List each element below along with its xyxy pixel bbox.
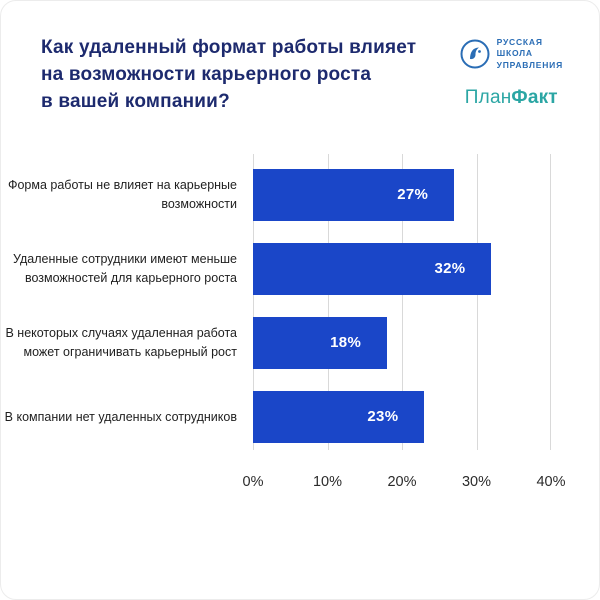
bar-track: 32%: [253, 242, 551, 295]
bar-track: 23%: [253, 390, 551, 443]
gridline: [550, 153, 551, 450]
header: Как удаленный формат работы влияет на во…: [1, 1, 599, 116]
bar-value-label: 23%: [367, 408, 399, 426]
rsu-logo: РУССКАЯ ШКОЛА УПРАВЛЕНИЯ: [460, 37, 563, 71]
rsu-logo-icon: [460, 39, 490, 69]
x-axis: 0% 10% 20% 30% 40%: [243, 464, 566, 494]
bar-row: Форма работы не влияет на карьерные возм…: [1, 168, 599, 221]
bar-row: В компании нет удаленных сотрудников 23%: [1, 390, 599, 443]
category-label: В некоторых случаях удаленная работа мож…: [5, 326, 237, 359]
x-tick: 40%: [536, 473, 566, 490]
x-tick: 30%: [461, 473, 492, 490]
logos: РУССКАЯ ШКОЛА УПРАВЛЕНИЯ ПланФакт: [460, 35, 563, 109]
bar-value-label: 27%: [397, 186, 429, 204]
bar-row: Удаленные сотрудники имеют меньше возмож…: [1, 242, 599, 295]
bar-chart: Форма работы не влияет на карьерные возм…: [1, 153, 599, 494]
bar-value-label: 18%: [330, 334, 362, 352]
bar-track: 27%: [253, 168, 551, 221]
bar-track: 18%: [253, 316, 551, 369]
category-label: Удаленные сотрудники имеют меньше возмож…: [13, 252, 237, 285]
planfact-logo-part1: План: [464, 87, 512, 109]
rsu-logo-text: РУССКАЯ ШКОЛА УПРАВЛЕНИЯ: [496, 37, 563, 70]
bar: 23%: [253, 390, 425, 443]
gridline: [476, 153, 478, 450]
x-tick: 0%: [242, 473, 264, 490]
gridline: [253, 153, 254, 450]
bar: 27%: [253, 168, 455, 221]
chart-rows: Форма работы не влияет на карьерные возм…: [1, 154, 599, 443]
page-title: Как удаленный формат работы влияет на во…: [41, 37, 417, 112]
bar: 32%: [253, 242, 492, 295]
category-label: Форма работы не влияет на карьерные возм…: [7, 178, 237, 211]
x-tick: 20%: [387, 473, 417, 490]
planfact-logo: ПланФакт: [465, 87, 558, 109]
gridline: [327, 153, 329, 450]
bar: 18%: [253, 316, 388, 369]
bar-value-label: 32%: [434, 260, 466, 278]
chart-gridlines: [253, 153, 551, 450]
bar-row: В некоторых случаях удаленная работа мож…: [1, 316, 599, 369]
category-label: В компании нет удаленных сотрудников: [4, 409, 237, 424]
planfact-logo-part2: Факт: [511, 87, 558, 109]
x-tick: 10%: [312, 473, 343, 490]
gridline: [402, 153, 403, 450]
